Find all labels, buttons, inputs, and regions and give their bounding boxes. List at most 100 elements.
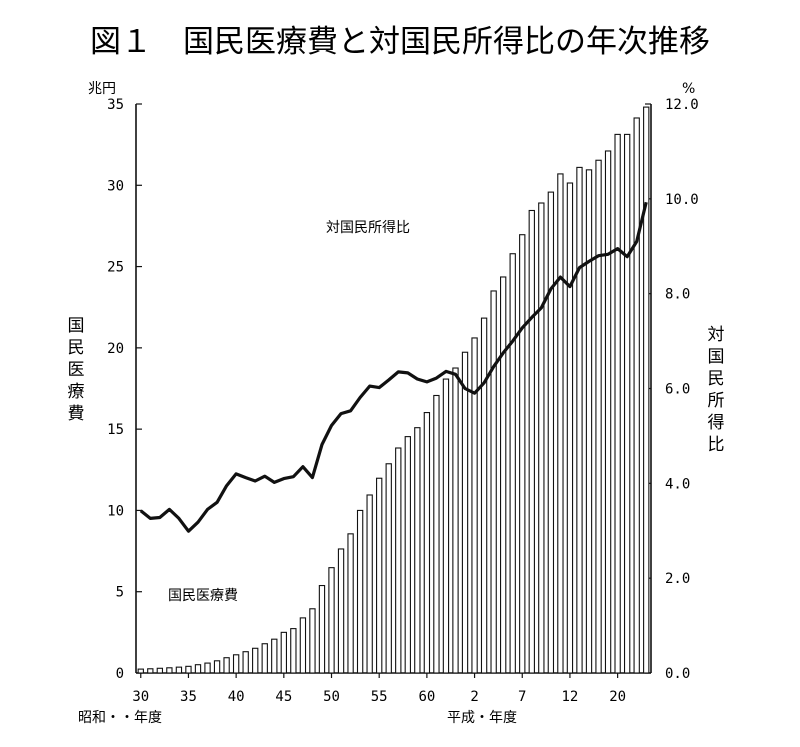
bar xyxy=(328,567,335,674)
bar xyxy=(471,337,478,674)
bar xyxy=(452,367,459,674)
right-tick-label: 6.0 xyxy=(665,382,690,398)
bar xyxy=(633,117,640,674)
right-axis-unit: % xyxy=(682,81,695,97)
x-tick-label: 45 xyxy=(275,689,292,705)
x-tick-label: 2 xyxy=(470,689,478,705)
bar xyxy=(280,631,287,674)
right-axis-title-char: 得 xyxy=(708,413,725,433)
bar xyxy=(461,351,469,674)
right-tick-label: 2.0 xyxy=(665,571,690,587)
bar xyxy=(204,662,211,674)
left-axis-title: 国民医療費 xyxy=(68,316,85,424)
bar xyxy=(318,584,326,674)
left-axis-unit: 兆円 xyxy=(88,81,116,97)
x-tick-label: 30 xyxy=(132,689,149,705)
left-tick-label: 15 xyxy=(107,422,124,438)
left-tick-label: 30 xyxy=(107,178,124,194)
x-tick-label: 7 xyxy=(518,689,526,705)
bar xyxy=(623,133,631,674)
right-tick-label: 4.0 xyxy=(665,476,690,492)
x-tick-label: 55 xyxy=(371,689,388,705)
bar xyxy=(585,169,593,674)
bar xyxy=(404,436,411,674)
left-axis-title-char: 医 xyxy=(68,360,85,380)
bar xyxy=(185,665,192,674)
x-tick-label: 60 xyxy=(418,689,435,705)
x-tick-label: 35 xyxy=(180,689,197,705)
bar xyxy=(137,668,144,674)
bar xyxy=(252,647,259,674)
bar xyxy=(423,412,431,674)
bar xyxy=(442,378,450,674)
right-axis-title-char: 対 xyxy=(708,325,725,345)
left-axis-title-char: 国 xyxy=(68,316,85,336)
line-annotation: 対国民所得比 xyxy=(326,219,410,236)
bar xyxy=(299,617,307,674)
right-tick-label: 10.0 xyxy=(665,192,699,208)
x-tick-label: 12 xyxy=(562,689,579,705)
left-axis-title-char: 民 xyxy=(68,338,85,358)
bar xyxy=(232,654,240,674)
right-tick-label: 8.0 xyxy=(665,287,690,303)
right-axis-title-char: 民 xyxy=(708,369,725,389)
left-tick-label: 0 xyxy=(116,666,124,682)
bar xyxy=(290,628,297,674)
bar xyxy=(376,477,383,674)
x-era-label-heisei: 平成・年度 xyxy=(447,710,517,726)
left-tick-label: 10 xyxy=(107,503,124,519)
bar xyxy=(433,394,440,674)
x-tick-label: 40 xyxy=(228,689,245,705)
bar xyxy=(366,494,373,674)
bar xyxy=(528,209,535,674)
bar xyxy=(213,660,221,674)
bar xyxy=(595,159,602,674)
chart-title: 図１ 国民医療費と対国民所得比の年次推移 xyxy=(90,24,710,60)
bar xyxy=(566,182,574,674)
bar xyxy=(175,666,183,674)
bar xyxy=(414,427,421,674)
right-tick-label: 12.0 xyxy=(665,97,699,113)
x-tick-label: 20 xyxy=(609,689,626,705)
bar xyxy=(538,202,545,674)
right-tick-label: 0.0 xyxy=(665,666,690,682)
left-axis-title-char: 費 xyxy=(68,404,85,424)
bar xyxy=(223,657,230,674)
bar xyxy=(147,668,154,674)
bar xyxy=(309,608,316,674)
right-axis-title-char: 比 xyxy=(708,435,725,455)
bar xyxy=(242,651,249,674)
bar xyxy=(643,106,650,674)
bar xyxy=(614,133,621,674)
bar xyxy=(519,234,526,674)
bar xyxy=(576,166,583,674)
bar xyxy=(337,548,345,674)
bar xyxy=(490,290,497,674)
right-axis-title: 対国民所得比 xyxy=(708,325,725,455)
left-tick-label: 25 xyxy=(107,260,124,276)
bar xyxy=(166,667,173,674)
bar xyxy=(271,638,278,674)
bar xyxy=(500,276,507,674)
right-axis-title-char: 所 xyxy=(708,391,725,411)
right-axis-title-char: 国 xyxy=(708,347,725,367)
bar xyxy=(385,463,392,674)
x-tick-label: 50 xyxy=(323,689,340,705)
bar xyxy=(261,643,268,674)
x-era-label-showa: 昭和・・年度 xyxy=(78,710,162,726)
left-axis-title-char: 療 xyxy=(68,382,85,402)
bar xyxy=(347,533,354,674)
bar xyxy=(557,173,564,674)
bar xyxy=(604,150,612,674)
ratio-line xyxy=(139,201,648,533)
bar xyxy=(547,191,555,674)
bar xyxy=(194,664,202,674)
bar xyxy=(395,447,402,674)
left-tick-label: 20 xyxy=(107,341,124,357)
bar xyxy=(509,253,516,674)
left-tick-label: 5 xyxy=(116,585,124,601)
left-tick-label: 35 xyxy=(107,97,124,113)
bar-annotation: 国民医療費 xyxy=(168,587,238,604)
